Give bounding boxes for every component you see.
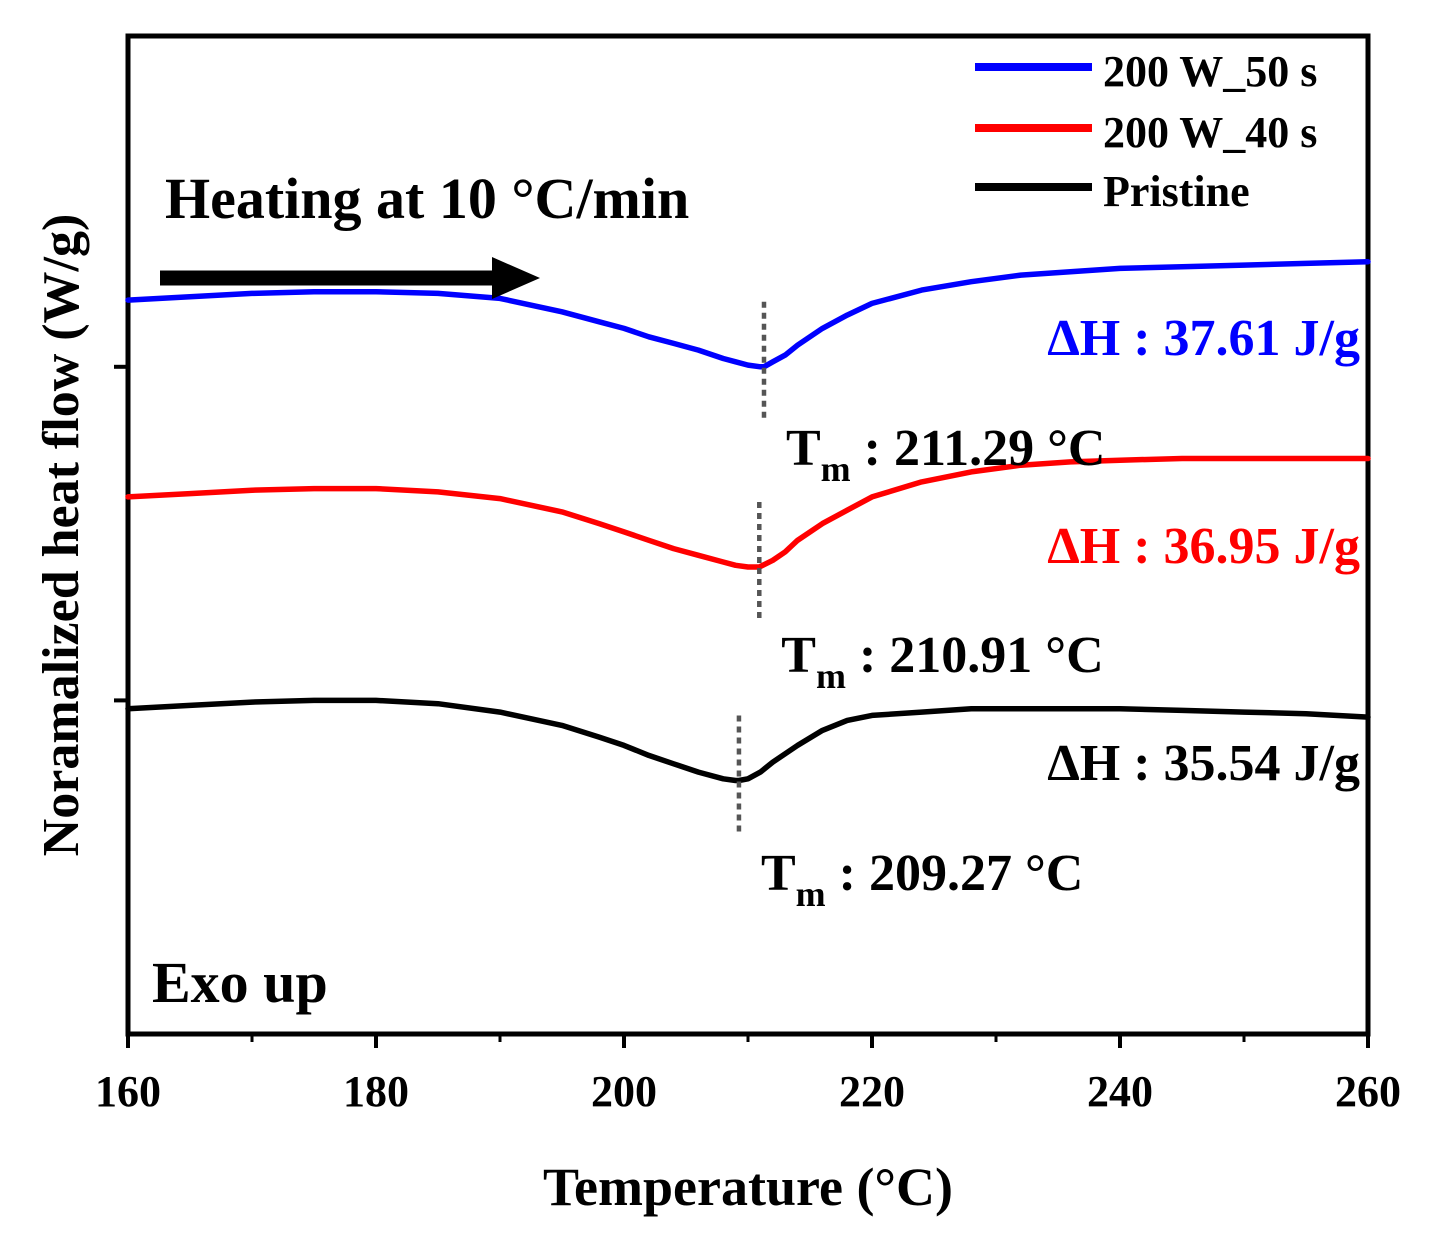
x-tick-label: 260 xyxy=(1335,1067,1401,1116)
exo-up-label: Exo up xyxy=(152,950,328,1015)
enthalpy-label: ΔH : 36.95 J/g xyxy=(1047,518,1360,575)
legend: 200 W_50 s 200 W_40 s Pristine xyxy=(975,47,1317,216)
heating-annotation: Heating at 10 °C/min xyxy=(165,166,689,231)
enthalpy-label: ΔH : 37.61 J/g xyxy=(1047,310,1360,367)
series-line xyxy=(125,258,1371,370)
x-tick-label: 180 xyxy=(343,1067,409,1116)
x-tick-label: 220 xyxy=(839,1067,905,1116)
legend-label: 200 W_50 s xyxy=(1103,47,1317,96)
tm-label: Tm : 210.91 °C xyxy=(781,627,1103,696)
x-tick-label: 240 xyxy=(1087,1067,1153,1116)
tm-label: Tm : 211.29 °C xyxy=(786,420,1105,489)
enthalpy-label: ΔH : 35.54 J/g xyxy=(1047,735,1360,792)
legend-label: 200 W_40 s xyxy=(1103,108,1317,157)
x-tick-label: 200 xyxy=(591,1067,657,1116)
tm-label: Tm : 209.27 °C xyxy=(761,845,1083,914)
y-axis-label: Noramalized heat flow (W/g) xyxy=(33,214,90,857)
series-line xyxy=(125,455,1371,570)
x-tick-label: 160 xyxy=(95,1067,161,1116)
heating-arrow xyxy=(160,257,540,299)
x-axis-label: Temperature (°C) xyxy=(543,1157,953,1217)
series-line xyxy=(125,697,1371,784)
legend-label: Pristine xyxy=(1103,167,1250,216)
